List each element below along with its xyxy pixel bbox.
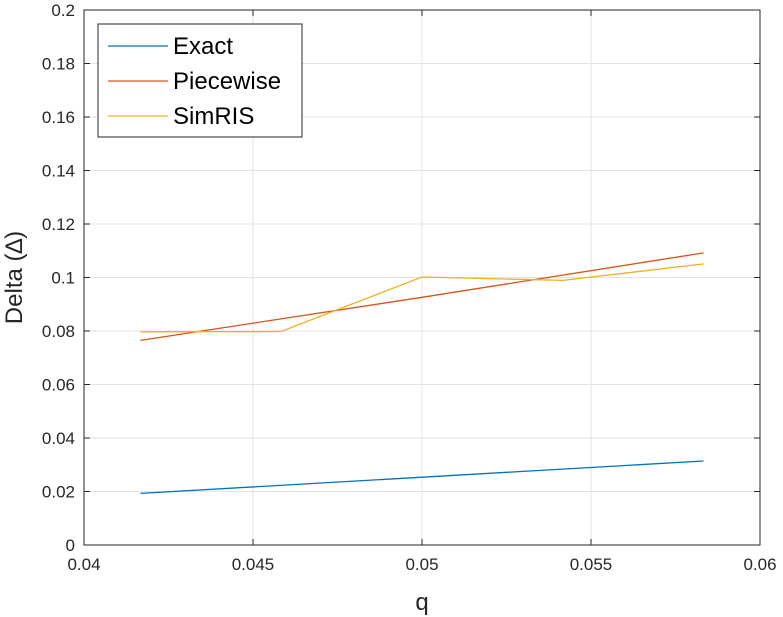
x-tick-label: 0.06 (743, 555, 776, 574)
series-line-piecewise (140, 252, 704, 342)
x-tick-label: 0.05 (405, 555, 438, 574)
y-tick-label: 0.04 (42, 429, 75, 448)
series-line-exact (140, 460, 704, 495)
series-lines (140, 252, 704, 495)
y-tick-label: 0.1 (51, 269, 75, 288)
x-tick-label: 0.04 (67, 555, 100, 574)
y-tick-label: 0.14 (42, 162, 75, 181)
x-tick-label: 0.045 (232, 555, 275, 574)
y-tick-label: 0.16 (42, 108, 75, 127)
legend-label: Exact (173, 33, 233, 60)
legend-label: SimRIS (173, 103, 254, 130)
y-tick-label: 0.02 (42, 483, 75, 502)
legend-label: Piecewise (173, 68, 281, 95)
y-tick-label: 0.08 (42, 322, 75, 341)
legend: Exact Piecewise SimRIS (97, 23, 303, 138)
y-tick-label: 0.18 (42, 55, 75, 74)
y-tick-label: 0.12 (42, 215, 75, 234)
series-line-simris (140, 263, 704, 333)
y-axis-label: Delta (∆) (1, 231, 28, 324)
y-tick-label: 0 (66, 536, 75, 555)
y-tick-label: 0.2 (51, 1, 75, 20)
x-axis-label: q (415, 589, 428, 616)
x-tick-label: 0.055 (570, 555, 613, 574)
axis-ticks: 0.04 0.045 0.05 0.055 0.06 0 0.02 0.04 0.06 0.08 0… (42, 1, 777, 574)
y-tick-label: 0.06 (42, 376, 75, 395)
